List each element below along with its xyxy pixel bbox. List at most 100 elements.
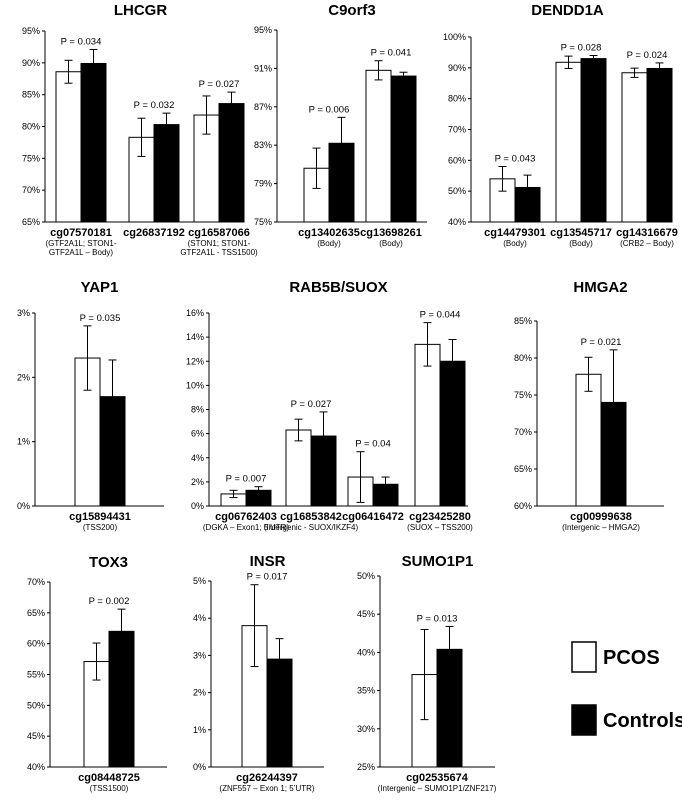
category-label: cg02535674 (406, 772, 469, 784)
y-tick-label: 2% (191, 477, 204, 487)
y-tick-label: 30% (357, 724, 375, 734)
y-tick-label: 25% (357, 762, 375, 772)
y-tick-label: 60% (514, 501, 532, 511)
category-label: cg07570181 (50, 227, 112, 239)
category-label: cg16853842 (280, 511, 342, 523)
category-label: cg14479301 (484, 227, 546, 239)
bar-pcos (285, 429, 312, 507)
chart-yap1: YAP1 0% 1% 2% 3% P = 0.035 cg15894431(TSS200) (17, 279, 164, 532)
legend-label-controls: Controls (603, 710, 682, 732)
p-value-label: P = 0.024 (627, 50, 668, 61)
y-tick-label: 3% (193, 650, 206, 660)
y-tick-label: 0% (191, 501, 204, 511)
y-tick-label: 85% (22, 90, 40, 100)
category-label: cg06762403 (215, 511, 277, 523)
y-tick-label: 3% (17, 308, 30, 318)
y-tick-label: 70% (448, 125, 466, 135)
chart-title: C9orf3 (328, 2, 376, 19)
category-label: cg06416472 (342, 511, 404, 523)
bar-controls (153, 124, 180, 223)
y-tick-label: 91% (254, 63, 272, 73)
category-label: cg26837192 (123, 227, 185, 239)
chart-title: HMGA2 (573, 279, 627, 296)
category-label: cg13545717 (550, 227, 612, 239)
p-value-label: P = 0.006 (309, 104, 350, 115)
p-value-label: P = 0.044 (420, 310, 461, 321)
y-tick-label: 90% (22, 58, 40, 68)
y-tick-label: 40% (27, 762, 45, 772)
y-tick-label: 6% (191, 429, 204, 439)
bar-controls (580, 58, 607, 223)
y-tick-label: 70% (27, 577, 45, 587)
category-label: cg15894431 (69, 511, 131, 523)
chart-rab5b-suox: RAB5B/SUOX 0% 2% 4% 6% 8% 10% 12% 14% 16% P = 0.00… (186, 279, 473, 532)
category-sublabel: (Intergenic – HMGA2) (562, 523, 640, 532)
y-tick-label: 45% (357, 609, 375, 619)
category-sublabel: GTF2A1L - TSS1500) (180, 248, 258, 257)
y-tick-label: 87% (254, 102, 272, 112)
y-tick-label: 83% (254, 140, 272, 150)
category-sublabel: (Body) (317, 239, 341, 248)
y-tick-label: 10% (186, 380, 204, 390)
p-value-label: P = 0.013 (417, 613, 458, 624)
chart-lhcgr: LHCGR 65% 70% 75% 80% 85% 90% 95% P = 0.034 cg075… (22, 2, 258, 257)
chart-title: RAB5B/SUOX (289, 279, 387, 296)
category-label: cg13402635 (298, 227, 360, 239)
bar-pcos (575, 373, 602, 507)
category-sublabel: (ZNF557 – Exon 1; 5’UTR) (219, 784, 314, 793)
chart-insr: INSR 0% 1% 2% 3% 4% 5% P = 0.017 cg26244397(ZNF5… (193, 553, 324, 793)
p-value-label: P = 0.002 (89, 596, 130, 607)
category-label: cg26244397 (236, 772, 298, 784)
y-tick-label: 75% (514, 390, 532, 400)
y-tick-label: 79% (254, 179, 272, 189)
p-value-label: P = 0.034 (61, 36, 102, 47)
category-sublabel: (DGKA – Exon1; 5’UTR) (203, 523, 290, 532)
category-sublabel: (CRB2 – Body) (620, 239, 674, 248)
p-value-label: P = 0.032 (134, 100, 175, 111)
category-sublabel: (TSS200) (83, 523, 118, 532)
chart-tox3: TOX3 40% 45% 50% 55% 60% 65% 70% P = 0.002 cg0844… (27, 554, 167, 793)
y-tick-label: 45% (27, 731, 45, 741)
y-tick-label: 75% (22, 153, 40, 163)
category-sublabel: (SUOX – TSS200) (407, 523, 473, 532)
y-tick-label: 0% (17, 501, 30, 511)
charts: LHCGR 65% 70% 75% 80% 85% 90% 95% P = 0.034 cg075… (17, 2, 678, 793)
category-label: cg00999638 (570, 511, 632, 523)
p-value-label: P = 0.007 (226, 474, 267, 485)
p-value-label: P = 0.041 (371, 48, 412, 59)
legend-label-pcos: PCOS (603, 647, 660, 669)
y-tick-label: 70% (22, 185, 40, 195)
category-sublabel: (GTF2A1L; STON1- (46, 239, 117, 248)
chart-title: TOX3 (89, 554, 128, 571)
y-tick-label: 12% (186, 356, 204, 366)
y-tick-label: 0% (193, 762, 206, 772)
y-tick-label: 65% (27, 608, 45, 618)
y-tick-label: 5% (193, 576, 206, 586)
category-sublabel: (STON1; STON1- (188, 239, 251, 248)
y-tick-label: 14% (186, 332, 204, 342)
y-tick-label: 65% (514, 464, 532, 474)
y-tick-label: 50% (448, 186, 466, 196)
chart-sumo1p1: SUMO1P1 25% 30% 35% 40% 45% 50% P = 0.013 cg0253… (357, 553, 497, 793)
chart-c9orf3: C9orf3 75% 79% 83% 87% 91% 95% P = 0.006 cg13402… (254, 2, 427, 248)
legend-swatch-pcos (571, 641, 597, 673)
category-label: cg16587066 (188, 227, 250, 239)
y-tick-label: 8% (191, 405, 204, 415)
category-sublabel: (Intergenic – SUMO1P1/ZNF217) (378, 784, 497, 793)
legend-swatch-controls (571, 704, 597, 736)
chart-title: SUMO1P1 (402, 553, 474, 570)
p-value-label: P = 0.027 (199, 79, 240, 90)
category-sublabel: (TSS1500) (90, 784, 129, 793)
category-label: cg23425280 (409, 511, 471, 523)
y-tick-label: 4% (193, 613, 206, 623)
y-tick-label: 90% (448, 63, 466, 73)
y-tick-label: 50% (357, 571, 375, 581)
y-tick-label: 85% (514, 316, 532, 326)
y-tick-label: 95% (254, 25, 272, 35)
y-tick-label: 60% (448, 155, 466, 165)
y-tick-label: 16% (186, 308, 204, 318)
bar-pcos (555, 61, 582, 223)
category-label: cg13698261 (360, 227, 422, 239)
category-sublabel: (Intergenic - SUOX/IKZF4) (264, 523, 359, 532)
chart-hmga2: HMGA2 60% 65% 70% 75% 80% 85% P = 0.021 cg009996… (514, 279, 664, 532)
